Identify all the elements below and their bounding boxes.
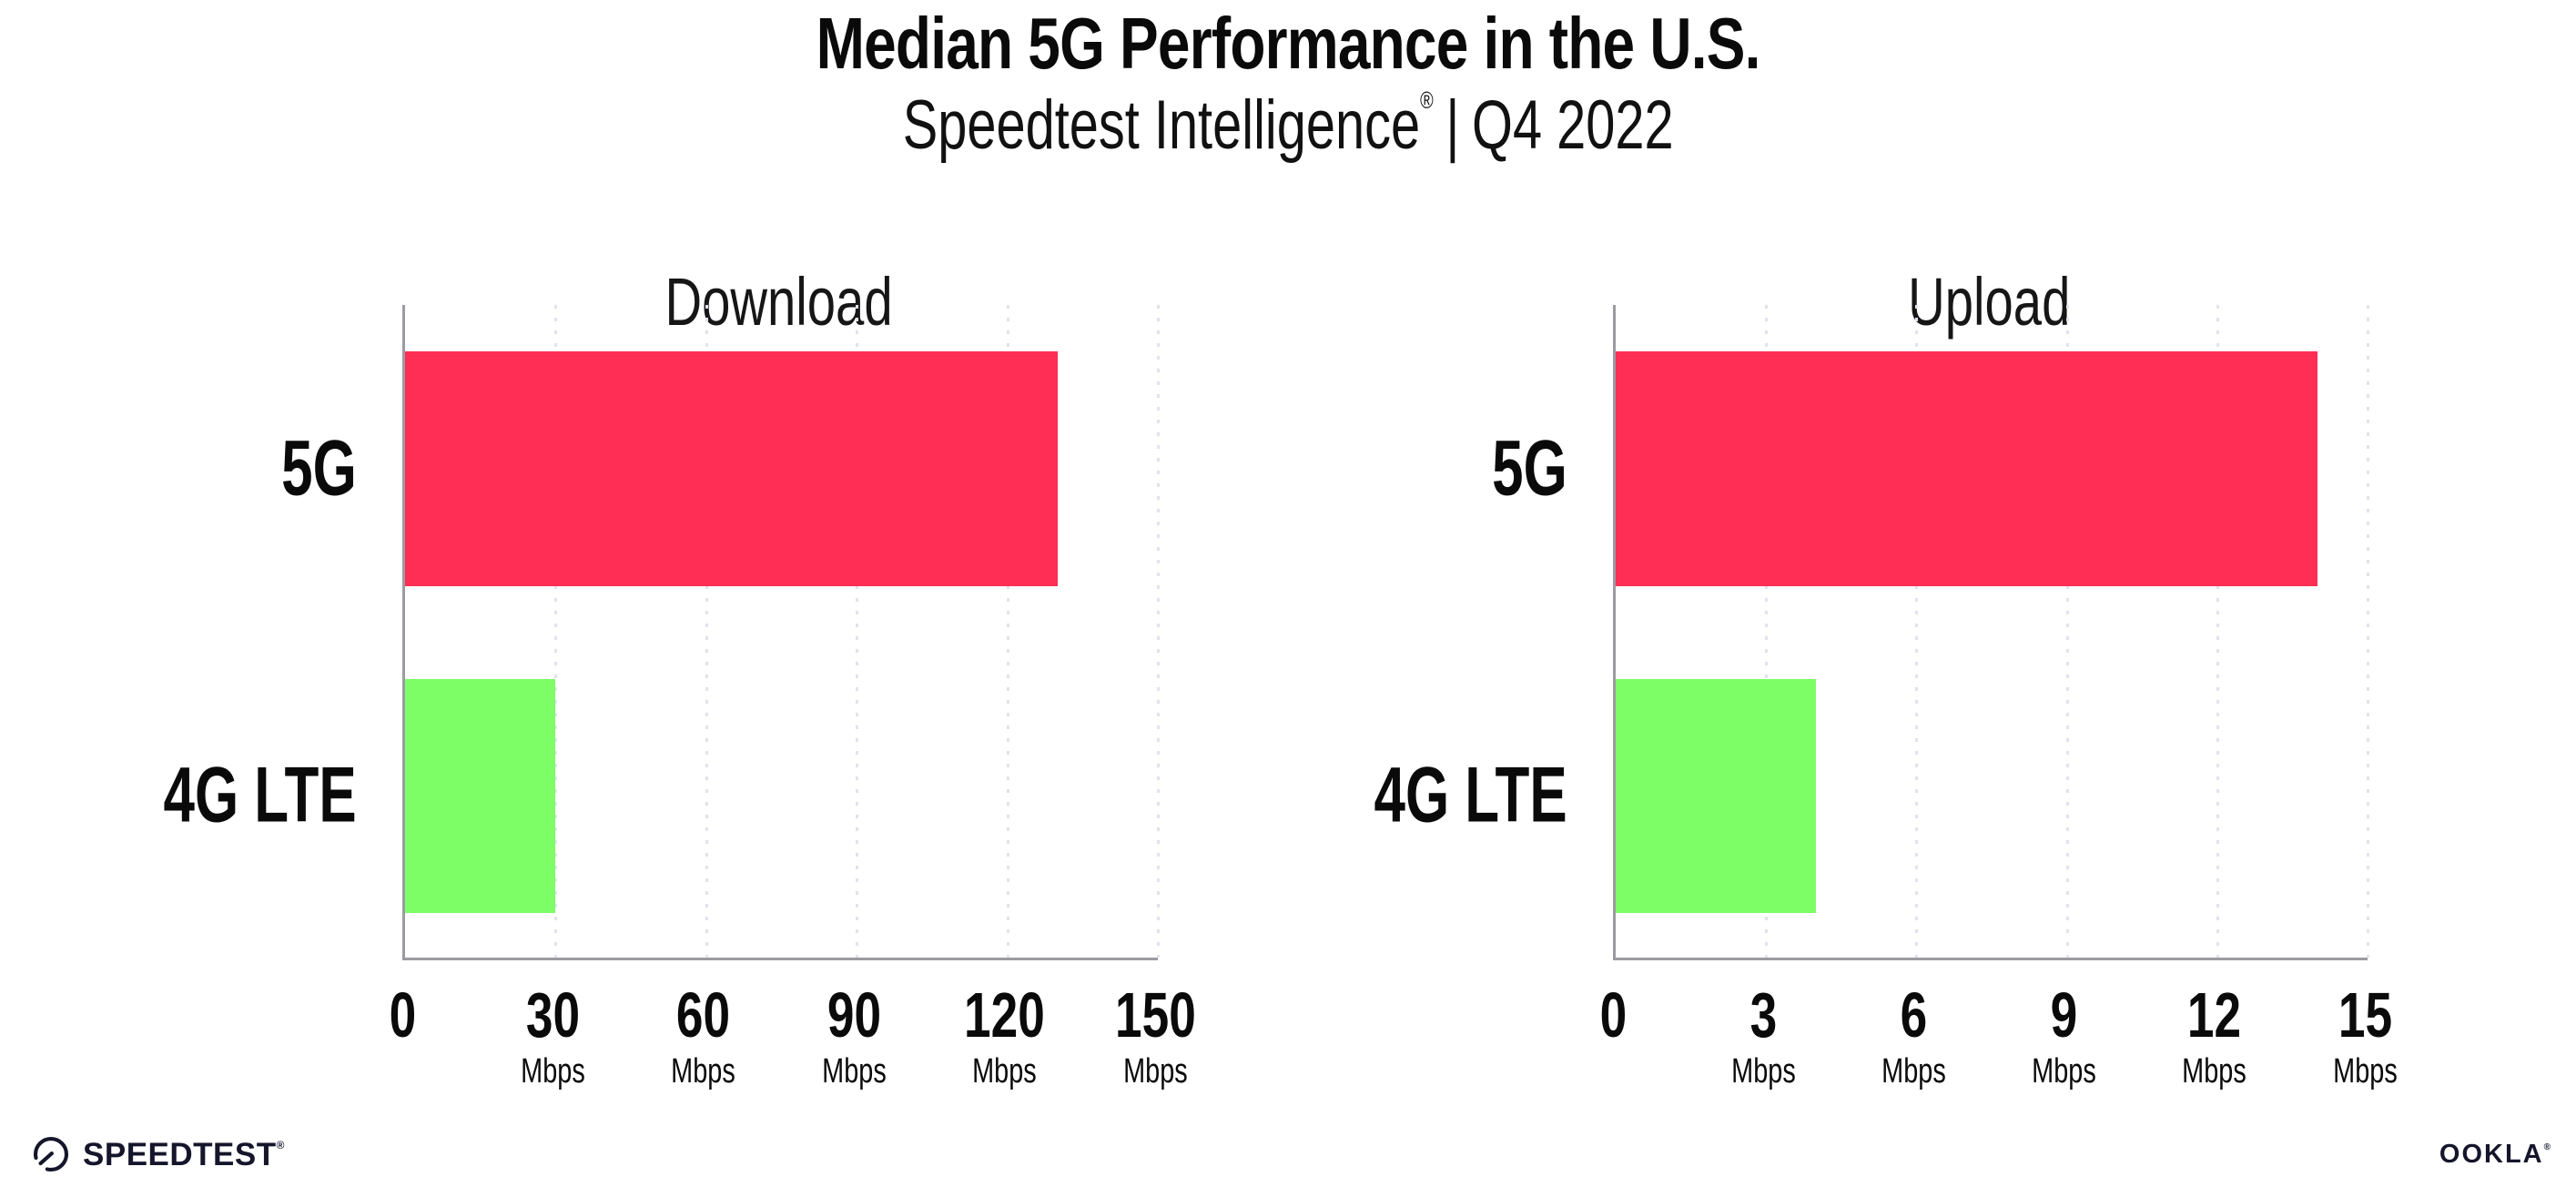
download-x-axis-ticks: 0 30 Mbps 60 Mbps 90 Mbps 120 Mbps 150 Mbps <box>389 983 1195 1101</box>
tick-value: 150 <box>1114 979 1196 1050</box>
gridline <box>1765 305 1769 958</box>
bar-4g-lte <box>1616 679 1817 913</box>
gridline <box>1006 305 1009 958</box>
page-subtitle-text: Speedtest Intelligence® | Q4 2022 <box>903 87 1674 164</box>
download-plot-area <box>402 305 1160 960</box>
tick-value: 90 <box>827 979 881 1050</box>
speedtest-logo: SPEEDTEST® <box>31 1134 285 1174</box>
upload-x-axis-ticks: 0 3 Mbps 6 Mbps 9 Mbps 12 Mbps 15 Mbps <box>1599 983 2397 1101</box>
speedtest-gauge-icon <box>33 1136 69 1172</box>
tick-value: 12 <box>2187 979 2242 1050</box>
upload-chart-title: Upload <box>1907 264 2071 340</box>
x-tick-120: 120 Mbps <box>896 983 1114 1089</box>
bar-4g-lte <box>405 679 556 913</box>
tick-unit: Mbps <box>2032 1052 2096 1090</box>
category-label-5g: 5G <box>281 424 357 512</box>
upload-chart: Upload 0 3 Mbps 6 Mbps 9 Mbps 12 Mbps 15 Mbps 5G 4G… <box>1288 200 2576 1111</box>
tick-unit: Mbps <box>2332 1052 2398 1090</box>
bar-5g <box>405 351 1058 586</box>
subtitle-period: Q4 2022 <box>1471 86 1674 164</box>
upload-plot-area <box>1613 305 2369 960</box>
x-tick-0: 0 <box>1504 983 1722 1047</box>
page-title: Median 5G Performance in the U.S. <box>0 4 2576 84</box>
tick-value: 9 <box>2050 979 2078 1050</box>
x-tick-0: 0 <box>293 983 512 1047</box>
tick-unit: Mbps <box>821 1052 887 1090</box>
gridline <box>705 305 708 958</box>
page-title-text: Median 5G Performance in the U.S. <box>816 3 1761 84</box>
x-tick-9: 9 Mbps <box>1955 983 2174 1089</box>
bar-5g <box>1616 351 2317 586</box>
tick-value: 120 <box>964 979 1045 1050</box>
ookla-registered-mark: ® <box>2543 1142 2551 1152</box>
speedtest-registered-mark: ® <box>276 1138 285 1151</box>
tick-value: 0 <box>389 979 416 1050</box>
subtitle-separator: | <box>1445 86 1460 164</box>
speedtest-wordmark: SPEEDTEST® <box>83 1136 285 1172</box>
subtitle-brand: Speedtest Intelligence <box>902 86 1420 164</box>
gridline <box>1915 305 1919 958</box>
gridline <box>2065 305 2069 958</box>
tick-value: 6 <box>1900 979 1928 1050</box>
page-subtitle: Speedtest Intelligence® | Q4 2022 <box>0 87 2576 164</box>
tick-value: 3 <box>1749 979 1777 1050</box>
gridline <box>2367 305 2369 958</box>
x-tick-150: 150 Mbps <box>1046 983 1264 1089</box>
tick-unit: Mbps <box>972 1052 1037 1090</box>
x-tick-12: 12 Mbps <box>2105 983 2324 1089</box>
download-chart-title: Download <box>664 264 893 340</box>
category-label-5g: 5G <box>1492 424 1567 512</box>
tick-unit: Mbps <box>1730 1052 1796 1090</box>
x-tick-30: 30 Mbps <box>443 983 662 1089</box>
gridline <box>554 305 558 958</box>
gridline <box>1157 305 1160 958</box>
registered-trademark-mark: ® <box>1419 86 1434 114</box>
x-tick-90: 90 Mbps <box>745 983 963 1089</box>
tick-unit: Mbps <box>1122 1052 1188 1090</box>
tick-value: 30 <box>525 979 580 1050</box>
x-tick-6: 6 Mbps <box>1804 983 2023 1089</box>
category-label-4g-lte: 4G LTE <box>163 751 357 839</box>
tick-unit: Mbps <box>1881 1052 1946 1090</box>
tick-unit: Mbps <box>671 1052 736 1090</box>
x-tick-60: 60 Mbps <box>594 983 813 1089</box>
category-label-4g-lte: 4G LTE <box>1374 751 1567 839</box>
download-chart: Download 0 30 Mbps 60 Mbps 90 Mbps 120 Mbps 150 Mb… <box>0 200 1288 1111</box>
tick-value: 0 <box>1599 979 1627 1050</box>
gridline <box>856 305 859 958</box>
gridline <box>2216 305 2219 958</box>
ookla-logo: OOKLA® <box>2439 1140 2551 1169</box>
tick-unit: Mbps <box>2182 1052 2247 1090</box>
x-tick-15: 15 Mbps <box>2256 983 2474 1089</box>
x-tick-3: 3 Mbps <box>1654 983 1872 1089</box>
tick-value: 15 <box>2338 979 2392 1050</box>
tick-unit: Mbps <box>521 1052 585 1090</box>
tick-value: 60 <box>676 979 731 1050</box>
